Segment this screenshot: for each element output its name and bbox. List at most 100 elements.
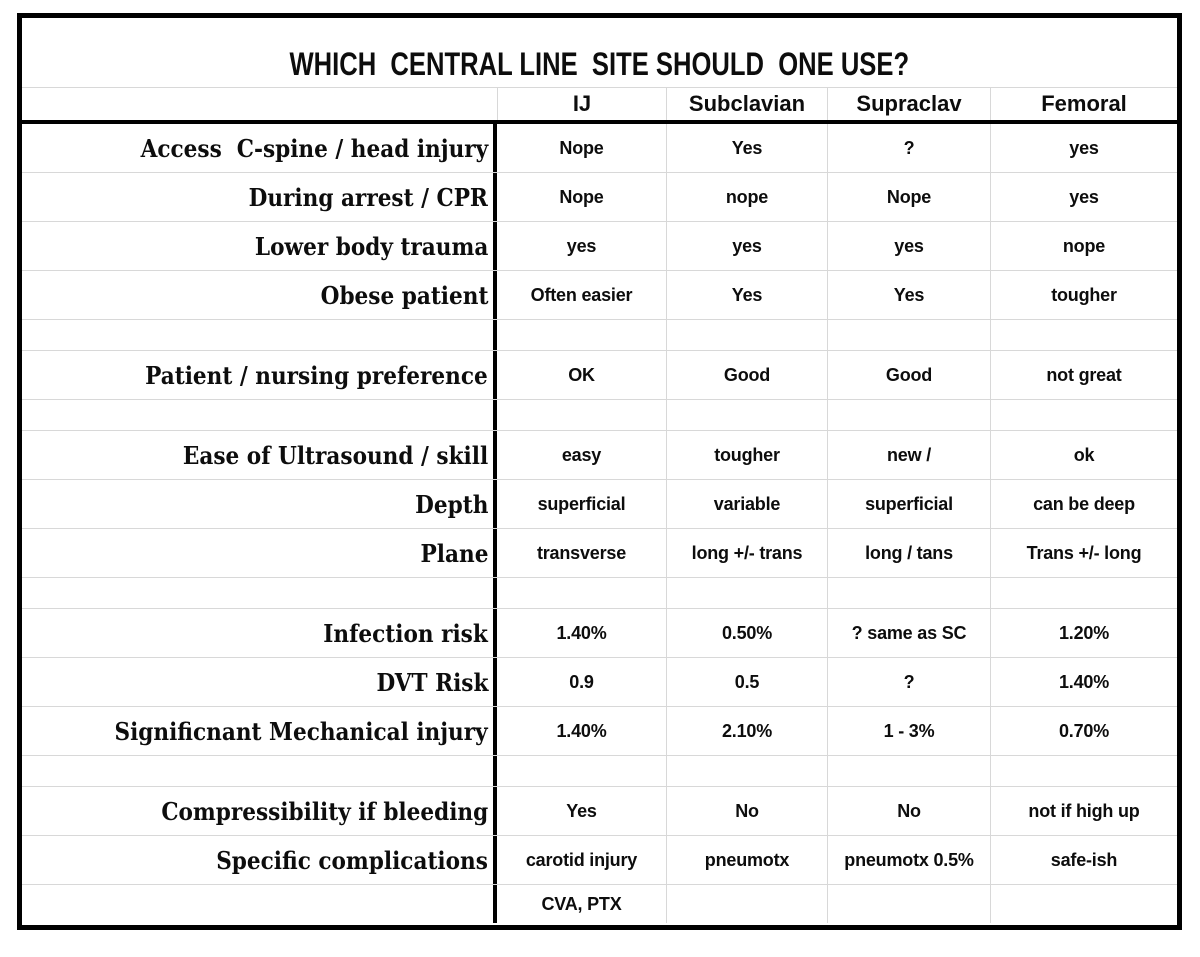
cell-ij: 1.40% [556, 720, 607, 741]
cell-supraclav: ? [827, 124, 990, 172]
cell-femoral: 1.40% [990, 658, 1177, 706]
cell-subclavian [666, 578, 827, 608]
cell-ij: Often easier [530, 284, 633, 305]
cell-subclavian: pneumotx [666, 836, 827, 884]
cell-supraclav [827, 756, 990, 786]
table-body: Access C-spine / head injury Nope Yes ? … [22, 124, 1177, 923]
row-label: DVT Risk [22, 658, 497, 706]
table-row-mechanical-injury: Significnant Mechanical injury 1.40% 2.1… [22, 707, 1177, 756]
cell-supraclav: yes [827, 222, 990, 270]
cell-femoral [990, 578, 1177, 608]
cell-ij: CVA, PTX [541, 893, 622, 914]
cell-subclavian [666, 756, 827, 786]
cell-subclavian: long +/- trans [666, 529, 827, 577]
table-title-row: WHICH CENTRAL LINE SITE SHOULD ONE USE? [22, 18, 1177, 88]
row-label-text: Ease of Ultrasound / skill [182, 440, 488, 470]
cell-femoral: not great [990, 351, 1177, 399]
cell-ij [497, 756, 666, 786]
cell-subclavian [666, 320, 827, 350]
cell-supraclav: new / [827, 431, 990, 479]
table-row-dvt-risk: DVT Risk 0.9 0.5 ? 1.40% [22, 658, 1177, 707]
cell-femoral: Trans +/- long [990, 529, 1177, 577]
cell-ij: Nope [559, 137, 604, 158]
row-label-text: Obese patient [320, 280, 488, 310]
cell-subclavian: 0.5 [666, 658, 827, 706]
cell-supraclav: ? [827, 658, 990, 706]
cell-ij: easy [561, 444, 602, 465]
cell-supraclav [827, 578, 990, 608]
table-row-spacer [22, 400, 1177, 431]
cell-ij: 1.40% [556, 622, 607, 643]
cell-supraclav [827, 885, 990, 923]
cell-ij: transverse [536, 542, 627, 563]
row-label: Infection risk [22, 609, 497, 657]
cell-subclavian: variable [666, 480, 827, 528]
row-label [22, 756, 497, 786]
cell-supraclav: 1 - 3% [827, 707, 990, 755]
row-label [22, 320, 497, 350]
table-title: WHICH CENTRAL LINE SITE SHOULD ONE USE? [289, 46, 910, 82]
row-label-text: Patient / nursing preference [145, 360, 488, 390]
row-label-text: Plane [420, 538, 488, 568]
cell-subclavian: Good [666, 351, 827, 399]
cell-femoral: not if high up [990, 787, 1177, 835]
cell-ij [497, 578, 666, 608]
table-row-spacer [22, 320, 1177, 351]
cell-ij [497, 320, 666, 350]
row-label-text: Access C-spine / head injury [140, 133, 488, 163]
cell-supraclav: No [827, 787, 990, 835]
row-label: Access C-spine / head injury [22, 124, 497, 172]
row-label-header [22, 88, 497, 120]
row-label [22, 578, 497, 608]
cell-femoral: safe-ish [990, 836, 1177, 884]
cell-subclavian: 0.50% [666, 609, 827, 657]
cell-supraclav: superficial [827, 480, 990, 528]
cell-femoral: yes [990, 124, 1177, 172]
table-row-plane: Plane transverse long +/- trans long / t… [22, 529, 1177, 578]
table-row-access-cspine: Access C-spine / head injury Nope Yes ? … [22, 124, 1177, 173]
cell-femoral: nope [990, 222, 1177, 270]
cell-supraclav: Yes [827, 271, 990, 319]
table-row-patient-nursing-preference: Patient / nursing preference OK Good Goo… [22, 351, 1177, 400]
row-label: Significnant Mechanical injury [22, 707, 497, 755]
column-header-subclavian: Subclavian [666, 88, 827, 120]
row-label: Obese patient [22, 271, 497, 319]
cell-supraclav [827, 320, 990, 350]
cell-supraclav: ? same as SC [827, 609, 990, 657]
cell-subclavian: 2.10% [666, 707, 827, 755]
cell-ij: carotid injury [525, 849, 638, 870]
cell-supraclav: pneumotx 0.5% [827, 836, 990, 884]
cell-femoral: ok [990, 431, 1177, 479]
central-line-comparison-table: WHICH CENTRAL LINE SITE SHOULD ONE USE? … [17, 13, 1182, 930]
cell-ij: 0.9 [569, 671, 594, 692]
row-label-text: Infection risk [323, 618, 488, 648]
row-label: Plane [22, 529, 497, 577]
row-label-text: Lower body trauma [254, 231, 488, 261]
cell-femoral [990, 756, 1177, 786]
table-row-infection-risk: Infection risk 1.40% 0.50% ? same as SC … [22, 609, 1177, 658]
cell-femoral [990, 320, 1177, 350]
cell-femoral: yes [990, 173, 1177, 221]
cell-subclavian [666, 400, 827, 430]
cell-supraclav: Good [827, 351, 990, 399]
cell-femoral [990, 885, 1177, 923]
table-row-spacer [22, 756, 1177, 787]
table-row-ease-of-ultrasound: Ease of Ultrasound / skill easy tougher … [22, 431, 1177, 480]
row-label-text: Compressibility if bleeding [161, 796, 488, 826]
row-label: Ease of Ultrasound / skill [22, 431, 497, 479]
column-header-row: IJ Subclavian Supraclav Femoral [22, 88, 1177, 124]
table-row-compressibility: Compressibility if bleeding Yes No No no… [22, 787, 1177, 836]
cell-subclavian: yes [666, 222, 827, 270]
cell-supraclav: long / tans [827, 529, 990, 577]
cell-subclavian [666, 885, 827, 923]
cell-femoral [990, 400, 1177, 430]
row-label: Specific complications [22, 836, 497, 884]
row-label: Compressibility if bleeding [22, 787, 497, 835]
cell-femoral: can be deep [990, 480, 1177, 528]
cell-ij: superficial [537, 493, 626, 514]
table-row-during-arrest: During arrest / CPR Nope nope Nope yes [22, 173, 1177, 222]
cell-ij: yes [566, 235, 597, 256]
cell-subclavian: nope [666, 173, 827, 221]
cell-supraclav: Nope [827, 173, 990, 221]
column-header-ij: IJ [497, 88, 666, 120]
